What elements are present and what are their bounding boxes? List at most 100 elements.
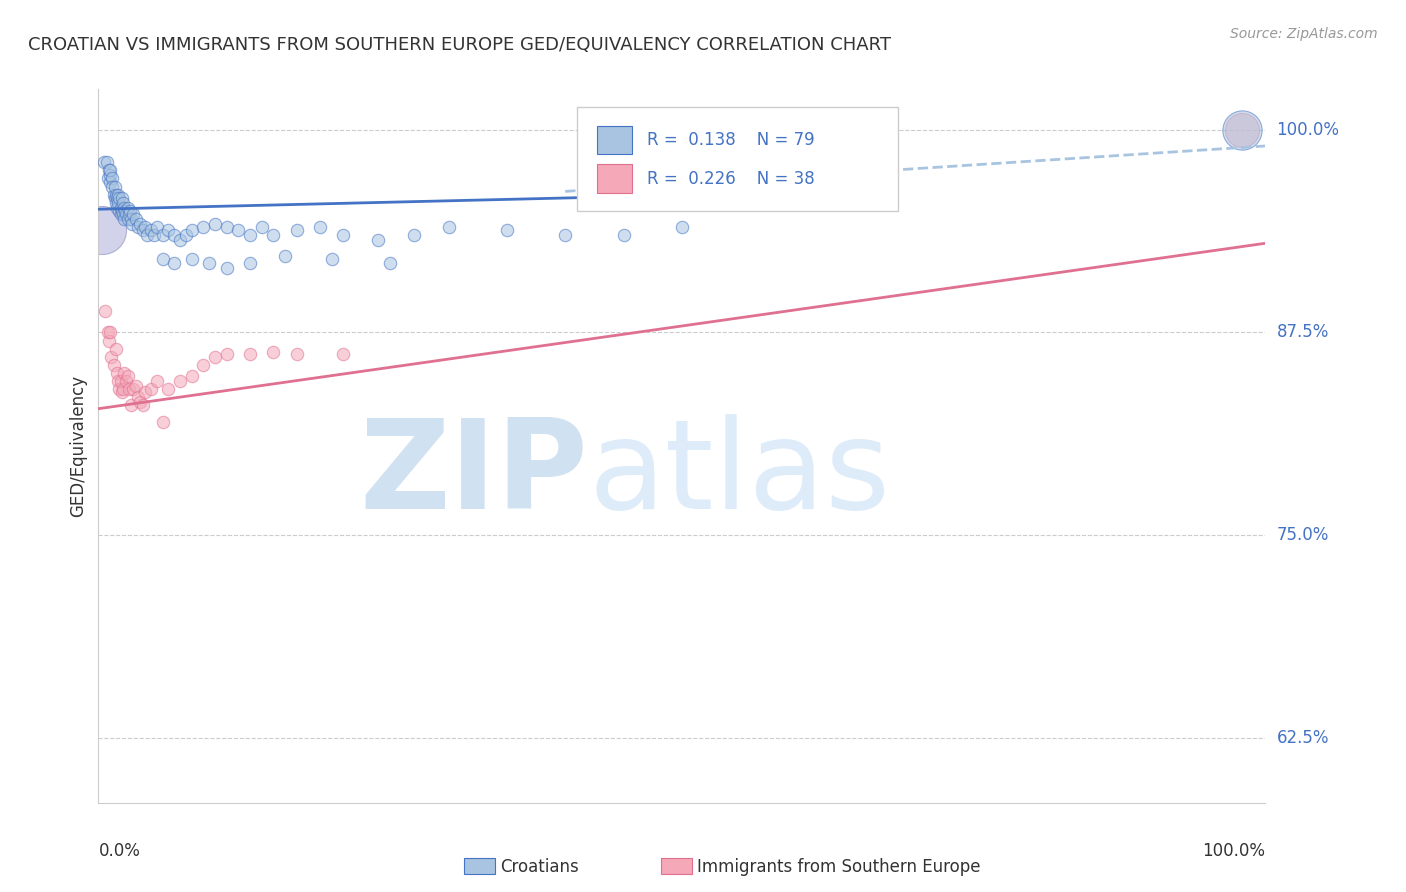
Text: R =  0.138    N = 79: R = 0.138 N = 79	[647, 131, 814, 149]
Point	[108, 203, 131, 218]
Point	[90, 223, 112, 237]
Point	[174, 228, 197, 243]
Point	[169, 374, 191, 388]
Point	[228, 223, 250, 237]
Point	[198, 256, 221, 270]
Point	[97, 171, 120, 186]
Point	[125, 379, 148, 393]
Point	[285, 223, 308, 237]
Point	[111, 207, 134, 221]
Point	[115, 374, 138, 388]
Point	[146, 220, 169, 235]
Point	[132, 223, 155, 237]
Point	[120, 399, 142, 413]
Point	[111, 195, 134, 210]
Point	[111, 191, 134, 205]
Point	[146, 374, 169, 388]
Point	[215, 220, 238, 235]
Point	[121, 217, 143, 231]
Y-axis label: GED/Equivalency: GED/Equivalency	[69, 375, 87, 517]
Point	[115, 207, 138, 221]
Text: atlas: atlas	[589, 414, 890, 535]
Point	[98, 175, 121, 189]
Point	[136, 228, 159, 243]
Point	[111, 382, 134, 396]
Point	[120, 211, 142, 226]
Point	[157, 382, 180, 396]
Point	[101, 179, 124, 194]
Text: Immigrants from Southern Europe: Immigrants from Southern Europe	[697, 858, 981, 876]
Point	[193, 358, 215, 372]
Point	[143, 228, 166, 243]
Point	[239, 228, 262, 243]
Point	[129, 395, 152, 409]
Point	[122, 207, 145, 221]
Text: 75.0%: 75.0%	[1277, 526, 1329, 544]
Point	[105, 366, 128, 380]
FancyBboxPatch shape	[596, 126, 631, 154]
FancyBboxPatch shape	[596, 164, 631, 193]
Point	[250, 220, 273, 235]
Point	[1230, 122, 1253, 136]
Point	[193, 220, 215, 235]
Point	[127, 220, 149, 235]
Point	[114, 203, 136, 218]
Point	[117, 369, 139, 384]
Point	[105, 191, 128, 205]
Point	[204, 350, 226, 364]
Point	[132, 399, 155, 413]
Text: 62.5%: 62.5%	[1277, 729, 1329, 747]
Point	[309, 220, 332, 235]
Point	[180, 223, 202, 237]
Text: CROATIAN VS IMMIGRANTS FROM SOUTHERN EUROPE GED/EQUIVALENCY CORRELATION CHART: CROATIAN VS IMMIGRANTS FROM SOUTHERN EUR…	[28, 36, 891, 54]
Text: R =  0.226    N = 38: R = 0.226 N = 38	[647, 169, 814, 187]
Point	[134, 220, 156, 235]
Point	[97, 334, 120, 348]
Point	[117, 201, 139, 215]
Point	[152, 228, 174, 243]
Text: 0.0%: 0.0%	[98, 842, 141, 860]
Point	[180, 369, 202, 384]
Point	[1230, 122, 1253, 136]
Point	[110, 374, 132, 388]
Point	[262, 345, 284, 359]
Point	[125, 211, 148, 226]
Point	[104, 191, 127, 205]
Point	[97, 163, 120, 178]
Point	[107, 187, 129, 202]
Point	[112, 201, 135, 215]
Point	[104, 195, 127, 210]
Point	[139, 223, 162, 237]
Point	[107, 195, 129, 210]
Point	[105, 201, 128, 215]
Point	[367, 233, 389, 247]
Point	[101, 171, 124, 186]
Point	[103, 358, 125, 372]
Point	[118, 382, 141, 396]
Point	[163, 256, 186, 270]
Point	[204, 217, 226, 231]
Point	[262, 228, 284, 243]
Point	[380, 256, 402, 270]
Point	[152, 415, 174, 429]
Point	[96, 155, 118, 169]
Point	[554, 228, 576, 243]
Point	[110, 207, 132, 221]
Point	[437, 220, 460, 235]
Point	[139, 382, 162, 396]
Point	[180, 252, 202, 267]
Point	[239, 346, 262, 360]
Point	[496, 223, 519, 237]
Point	[239, 256, 262, 270]
Point	[112, 211, 135, 226]
Point	[285, 346, 308, 360]
Point	[112, 366, 135, 380]
Point	[215, 346, 238, 360]
Point	[107, 374, 129, 388]
Point	[98, 326, 121, 340]
Point	[97, 326, 120, 340]
Point	[110, 201, 132, 215]
Point	[129, 217, 152, 231]
Point	[152, 252, 174, 267]
Point	[118, 203, 141, 218]
